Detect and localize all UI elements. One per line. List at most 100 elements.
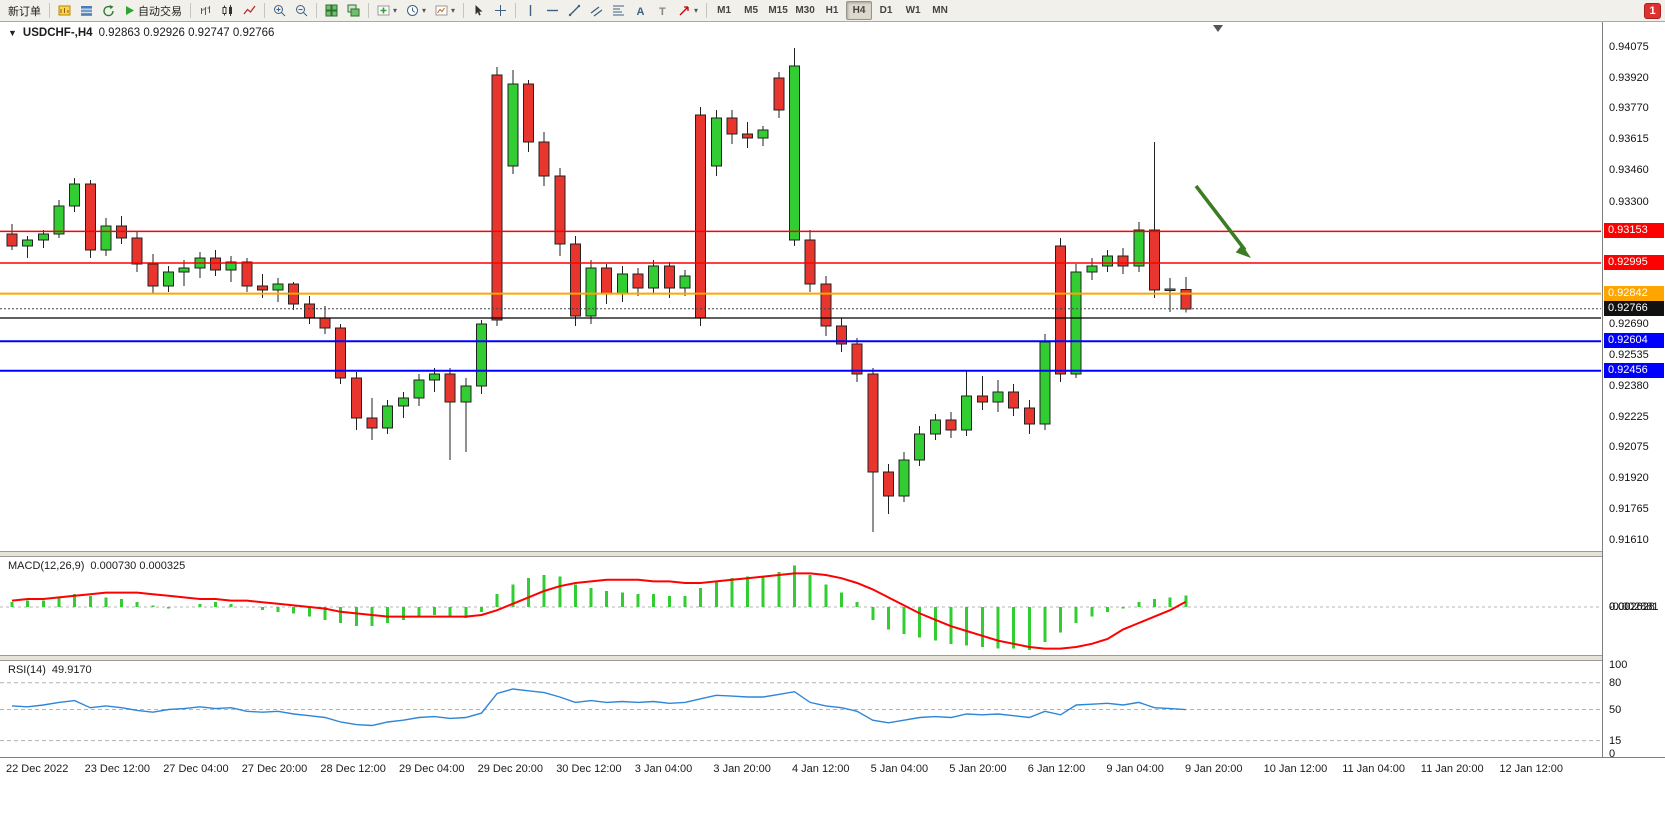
toolbar-separator	[368, 3, 369, 18]
macd-histogram	[10, 565, 1188, 651]
candle-body	[757, 129, 769, 139]
price-scale-label: 0.92225	[1609, 411, 1649, 423]
profiles-button[interactable]	[76, 1, 97, 20]
label-button[interactable]: T	[652, 1, 673, 20]
price-scale-label: 0.93615	[1609, 133, 1649, 145]
templates-button[interactable]: ▾	[431, 1, 459, 20]
timeframe-button-m5[interactable]: M5	[738, 1, 764, 20]
text-button[interactable]: A	[630, 1, 651, 20]
candle-body	[929, 419, 941, 435]
candle-body	[303, 303, 315, 319]
horizontal-line-button[interactable]	[542, 1, 563, 20]
candle-body	[147, 263, 159, 287]
candle-body	[632, 273, 644, 289]
macd-scale-label: 0.002628	[1609, 600, 1655, 613]
candle-body	[241, 261, 253, 287]
macd-label: MACD(12,26,9) 0.000730 0.000325	[8, 560, 185, 572]
price-scale-label: 0.93460	[1609, 164, 1649, 176]
price-scale-label: 0.91920	[1609, 472, 1649, 484]
rsi-line	[11, 688, 1186, 727]
line-chart-button[interactable]	[239, 1, 260, 20]
time-axis-label: 11 Jan 20:00	[1420, 763, 1484, 775]
rsi-value: 49.9170	[51, 664, 92, 676]
main-chart-pane[interactable]	[0, 22, 1601, 551]
candle-body	[1070, 271, 1082, 375]
candle-body	[350, 377, 362, 419]
new-chart-button[interactable]	[54, 1, 75, 20]
arrow-annotation[interactable]	[1194, 184, 1247, 252]
pane-splitter[interactable]	[0, 655, 1665, 661]
fibonacci-button[interactable]	[608, 1, 629, 20]
notification-badge[interactable]: 1	[1644, 2, 1661, 19]
time-axis[interactable]: 22 Dec 2022 23 Dec 12:00 27 Dec 04:00 27 De…	[0, 757, 1665, 829]
timeframe-button-d1[interactable]: D1	[873, 1, 899, 20]
timeframe-button-h4[interactable]: H4	[846, 1, 873, 20]
horizontal-line-icon	[547, 9, 559, 12]
timeframe-button-m15[interactable]: M15	[765, 1, 791, 20]
auto-trading-button[interactable]: 自动交易	[120, 1, 186, 20]
cascade-windows-button[interactable]	[343, 1, 364, 20]
candle-body	[882, 471, 894, 497]
chart-shift-marker-icon[interactable]	[1213, 25, 1223, 32]
candle-body	[397, 397, 409, 407]
rsi-pane[interactable]	[0, 661, 1601, 757]
crosshair-button[interactable]	[490, 1, 511, 20]
price-scale-label: 0.94075	[1609, 41, 1649, 53]
price-scale-label: 0.92075	[1609, 441, 1649, 453]
tile-windows-button[interactable]	[321, 1, 342, 20]
candle-body	[616, 273, 628, 295]
new-chart-icon	[58, 5, 71, 16]
vertical-line-button[interactable]	[520, 1, 541, 20]
candle-body	[84, 183, 96, 251]
dropdown-caret-icon: ▾	[694, 6, 699, 15]
candle-body	[851, 343, 863, 375]
candle-body	[1039, 341, 1051, 425]
candle-body	[522, 83, 534, 143]
zoom-out-button[interactable]	[291, 1, 312, 20]
toolbar-separator	[190, 3, 191, 18]
candle-body	[601, 267, 613, 295]
arrows-button[interactable]: ▾	[674, 1, 702, 20]
candle-body	[648, 265, 660, 289]
new-order-button[interactable]: 新订单	[4, 1, 45, 20]
candle-body	[554, 175, 566, 245]
pane-splitter[interactable]	[0, 551, 1665, 557]
zoom-in-button[interactable]	[269, 1, 290, 20]
bar-chart-button[interactable]	[195, 1, 216, 20]
timeframe-button-w1[interactable]: W1	[900, 1, 926, 20]
candle-body	[835, 325, 847, 345]
candle-body	[820, 283, 832, 327]
refresh-button[interactable]	[98, 1, 119, 20]
refresh-icon	[103, 5, 114, 17]
dropdown-caret-icon: ▾	[451, 6, 456, 15]
time-axis-label: 27 Dec 20:00	[241, 763, 308, 775]
cascade-windows-icon	[347, 4, 360, 17]
candlestick-chart-button[interactable]	[217, 1, 238, 20]
price-scale[interactable]: 0.94075 0.93920 0.93770 0.93615 0.93460 0.933…	[1602, 22, 1665, 760]
periods-button[interactable]: ▾	[402, 1, 430, 20]
candle-body	[476, 323, 487, 387]
time-axis-label: 4 Jan 12:00	[792, 763, 850, 775]
cursor-button[interactable]	[468, 1, 489, 20]
timeframe-button-m30[interactable]: M30	[792, 1, 818, 20]
channel-button[interactable]	[586, 1, 607, 20]
tile-windows-icon	[325, 4, 338, 17]
toolbar-separator	[316, 3, 317, 18]
candle-body	[1117, 255, 1129, 267]
trendline-button[interactable]	[564, 1, 585, 20]
timeframe-button-m1[interactable]: M1	[711, 1, 737, 20]
cursor-icon	[475, 5, 483, 16]
price-scale-label: 0.92690	[1609, 318, 1649, 330]
one-click-trading-arrow[interactable]: ▼	[8, 28, 17, 38]
rsi-scale-label: 50	[1609, 703, 1622, 716]
profiles-icon	[81, 6, 92, 16]
timeframe-button-mn[interactable]: MN	[927, 1, 953, 20]
macd-pane[interactable]	[0, 557, 1601, 655]
candle-body	[209, 257, 221, 271]
time-axis-label: 30 Dec 12:00	[556, 763, 622, 775]
timeframe-button-h1[interactable]: H1	[819, 1, 845, 20]
arrows-icon	[679, 6, 689, 16]
candle-body	[22, 239, 34, 247]
indicators-button[interactable]: ▾	[373, 1, 401, 20]
bar-chart-icon	[201, 6, 210, 15]
